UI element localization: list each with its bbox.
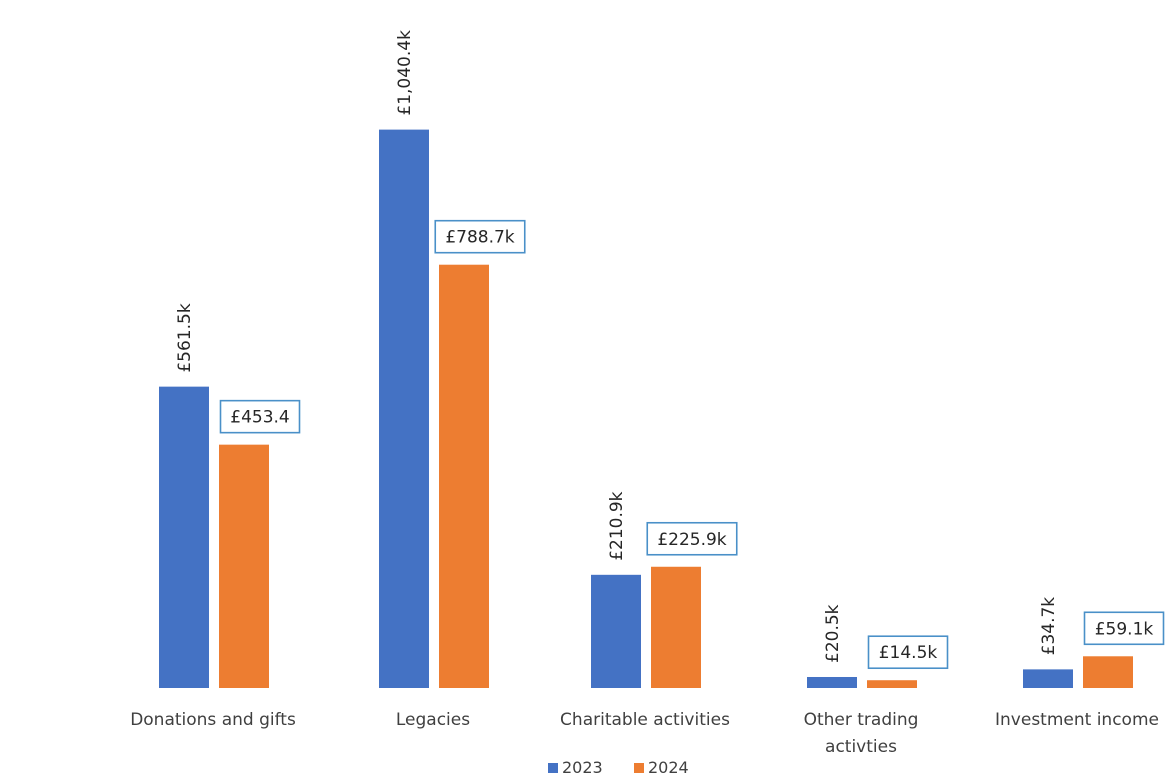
category-label-legacies: Legacies [396, 710, 470, 730]
category-labels-layer: Donations and gifts Legacies Charitable ac… [130, 710, 1159, 757]
category-label-line: Legacies [396, 710, 470, 730]
bar-charitable-activities-2023 [591, 574, 641, 688]
value-label-charitable-activities-2023: £210.9k [607, 491, 627, 560]
value-label-investment-income-2024: £59.1k [1095, 619, 1154, 639]
category-label-line: activties [825, 737, 897, 757]
category-label-line: Investment income [995, 710, 1159, 730]
legend-swatch-2023 [548, 763, 558, 773]
value-label-box-donations-and-gifts-2024 [219, 399, 301, 434]
bar-charitable-activities-2024 [651, 566, 701, 688]
legend-label-2023: 2023 [562, 758, 603, 777]
category-label-donations-and-gifts: Donations and gifts [130, 710, 296, 730]
bar-investment-income-2023 [1023, 669, 1073, 688]
legend-swatch-2024 [634, 763, 644, 773]
bars-layer [159, 129, 1133, 689]
bar-legacies-2024 [439, 264, 489, 688]
bar-donations-and-gifts-2023 [159, 386, 209, 688]
value-label-donations-and-gifts-2023: £561.5k [175, 303, 195, 372]
value-label-legacies-2023: £1,040.4k [395, 30, 415, 116]
bar-other-trading-activties-2023 [807, 676, 857, 688]
value-labels-layer: £561.5k £453.4 £1,040.4k £788.7k £210.9k £225… [175, 30, 1165, 670]
category-label-charitable-activities: Charitable activities [560, 710, 730, 730]
category-label-line: Other trading [804, 710, 919, 730]
bar-donations-and-gifts-2024 [219, 444, 269, 688]
bar-legacies-2023 [379, 129, 429, 689]
value-label-box-investment-income-2024 [1083, 611, 1165, 646]
value-label-legacies-2024: £788.7k [445, 228, 514, 248]
bar-investment-income-2024 [1083, 656, 1133, 688]
category-label-other-trading-activties: Other trading activties [804, 710, 919, 757]
category-label-investment-income: Investment income [995, 710, 1159, 730]
bar-other-trading-activties-2024 [867, 680, 917, 688]
legend-label-2024: 2024 [648, 758, 689, 777]
value-label-other-trading-activties-2024: £14.5k [879, 643, 938, 663]
legend: 2023 2024 [548, 758, 689, 777]
value-label-other-trading-activties-2023: £20.5k [823, 604, 843, 663]
value-label-box-other-trading-activties-2024 [867, 635, 949, 670]
category-label-line: Charitable activities [560, 710, 730, 730]
value-label-investment-income-2023: £34.7k [1039, 597, 1059, 656]
value-label-box-legacies-2024 [434, 219, 526, 254]
value-label-box-charitable-activities-2024 [646, 521, 738, 556]
category-label-line: Donations and gifts [130, 710, 296, 730]
value-label-charitable-activities-2024: £225.9k [657, 530, 726, 550]
value-label-donations-and-gifts-2024: £453.4 [230, 408, 289, 428]
